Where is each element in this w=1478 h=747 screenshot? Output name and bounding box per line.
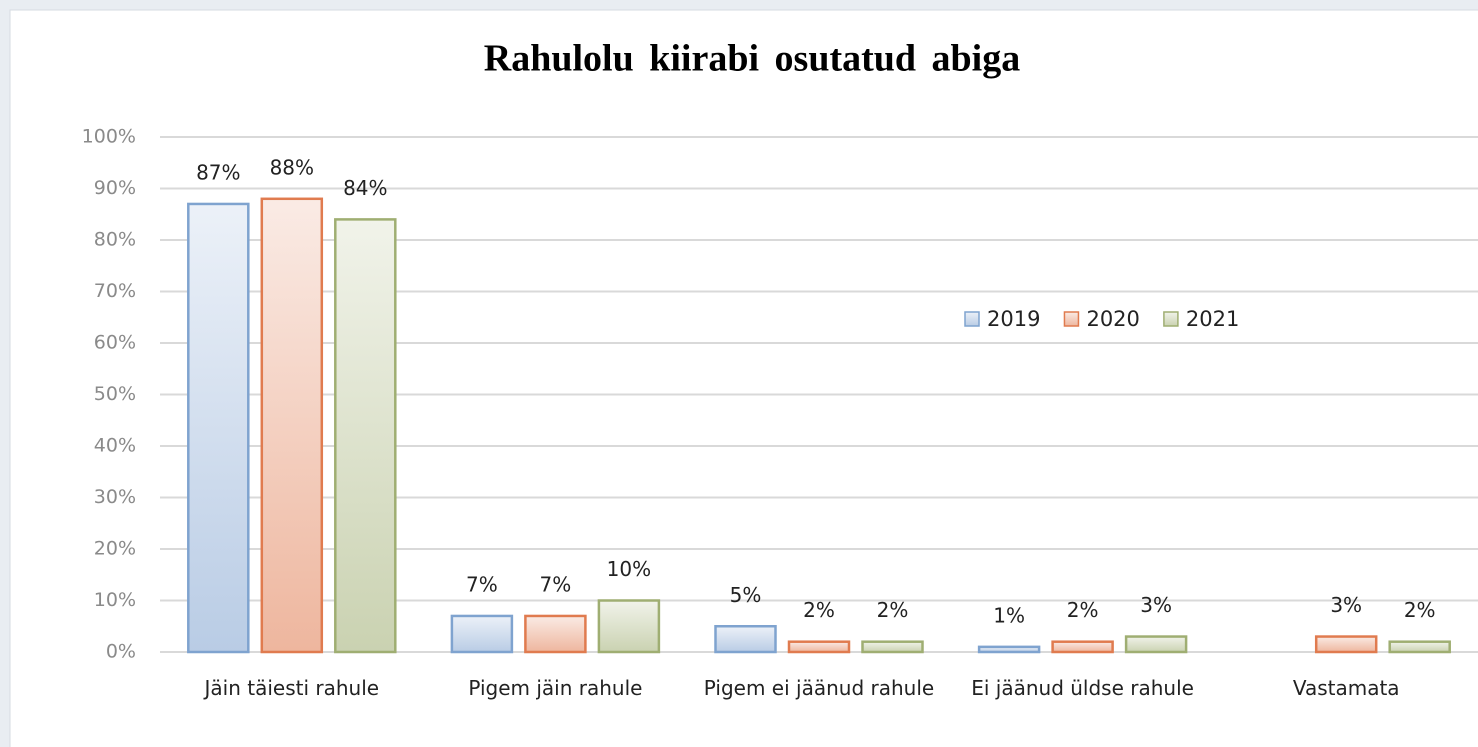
y-tick-label: 80% (94, 229, 136, 251)
legend-swatch (1163, 311, 1179, 327)
bar (977, 645, 1041, 654)
y-tick-label: 0% (106, 641, 136, 663)
y-tick-label: 60% (94, 332, 136, 354)
bar (1051, 640, 1114, 654)
legend-label: 2019 (987, 307, 1040, 331)
value-label: 2% (803, 598, 835, 622)
value-label: 1% (993, 603, 1025, 627)
value-label: 5% (730, 583, 762, 607)
legend-swatch (964, 311, 980, 327)
value-label: 84% (343, 176, 387, 200)
bar (187, 202, 250, 654)
bar (1314, 635, 1378, 654)
x-tick-label: Pigem jäin rahule (468, 676, 643, 700)
x-tick-label-box: Jäin täiesti rahule (204, 676, 380, 700)
x-tick-label-box: Pigem ei jäänud rahule (703, 676, 935, 700)
x-tick-label: Pigem ei jäänud rahule (703, 676, 935, 700)
y-tick-label: 100% (82, 126, 136, 148)
bar (334, 218, 397, 654)
bar (597, 599, 661, 654)
x-tick-label: Vastamata (1292, 676, 1400, 700)
value-label: 88% (270, 155, 314, 179)
bar (1388, 640, 1451, 654)
bar (260, 197, 324, 654)
y-tick-label: 40% (94, 435, 136, 457)
value-label: 3% (1140, 593, 1172, 617)
y-tick-label: 70% (94, 280, 136, 302)
chart-title: Rahulolu kiirabi osutatud abiga (484, 38, 1020, 80)
bar (450, 614, 514, 654)
y-tick-label: 20% (94, 538, 136, 560)
value-label: 2% (1067, 598, 1099, 622)
chart-background (9, 9, 1478, 747)
value-label: 87% (196, 160, 240, 184)
value-label: 2% (877, 598, 909, 622)
bar (861, 640, 924, 654)
y-tick-label: 90% (94, 177, 136, 199)
value-label: 7% (540, 572, 572, 596)
x-tick-label: Ei jäänud üldse rahule (971, 676, 1194, 700)
x-tick-label-box: Vastamata (1292, 676, 1400, 700)
bar (524, 614, 587, 654)
x-tick-label: Jäin täiesti rahule (204, 676, 380, 700)
x-tick-label-box: Ei jäänud üldse rahule (971, 676, 1194, 700)
y-tick-label: 30% (94, 486, 136, 508)
y-tick-label: 50% (94, 383, 136, 405)
bar (1124, 635, 1188, 654)
value-label: 2% (1404, 598, 1436, 622)
value-label: 3% (1330, 593, 1362, 617)
y-tick-label: 10% (94, 589, 136, 611)
value-label: 7% (466, 572, 498, 596)
x-tick-label-box: Pigem jäin rahule (468, 676, 643, 700)
value-label: 10% (607, 557, 651, 581)
legend-label: 2020 (1086, 307, 1139, 331)
legend-label: 2021 (1186, 307, 1239, 331)
legend-swatch (1063, 311, 1080, 327)
bar (714, 625, 777, 654)
bar (787, 640, 851, 654)
